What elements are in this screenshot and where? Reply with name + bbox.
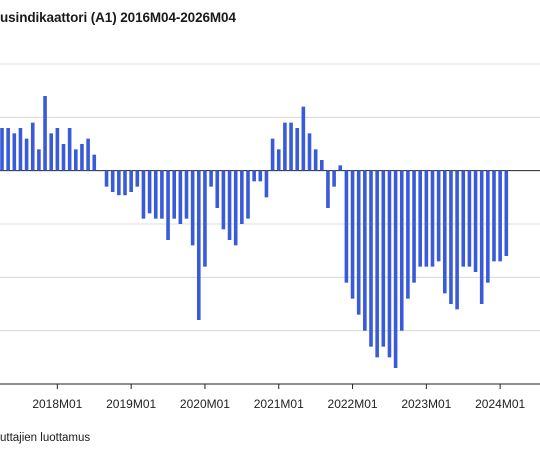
bar (356, 170, 361, 315)
bar (129, 170, 133, 192)
bar (172, 170, 176, 219)
bar (418, 170, 422, 267)
bar (399, 170, 404, 331)
bar (381, 170, 386, 347)
bar (74, 149, 78, 171)
bar (12, 133, 17, 171)
bar (492, 170, 496, 262)
bar (350, 170, 355, 299)
legend-label: uttajien luottamus (0, 432, 91, 444)
bar (467, 170, 472, 267)
bar (369, 170, 373, 347)
bar (436, 170, 441, 262)
bar (430, 170, 435, 267)
bar (43, 96, 47, 171)
bar (449, 170, 453, 304)
bar (455, 170, 459, 310)
bar (252, 170, 256, 182)
bar (135, 170, 140, 187)
bars (0, 96, 509, 368)
bar (190, 170, 195, 246)
x-tick-label: 2023M01 (401, 397, 451, 411)
x-tick-label: 2021M01 (254, 397, 304, 411)
bar (270, 138, 275, 171)
bar (412, 170, 416, 283)
bar (203, 170, 207, 267)
bar (117, 170, 121, 196)
bar (197, 170, 201, 320)
bar (215, 170, 220, 208)
bar (80, 144, 84, 171)
bar (67, 128, 72, 171)
bar (504, 170, 509, 256)
bar (387, 170, 392, 358)
bar (363, 170, 367, 331)
chart-title: usindikaattori (A1) 2016M04-2026M04 (0, 10, 236, 25)
bar (393, 170, 398, 368)
bar (110, 170, 115, 192)
bar (18, 128, 23, 171)
bar (141, 170, 146, 219)
x-tick-label: 2019M01 (106, 397, 156, 411)
bar (295, 128, 299, 171)
bar (184, 170, 189, 219)
bar (86, 138, 90, 171)
bar (479, 170, 484, 304)
bar (153, 170, 158, 219)
bar (258, 170, 263, 182)
bar (332, 170, 336, 187)
bar (209, 170, 213, 187)
bar (6, 128, 10, 171)
bar (61, 144, 66, 171)
bar (221, 170, 226, 230)
bar (498, 170, 502, 262)
bar (264, 170, 269, 198)
bar (123, 170, 127, 196)
bar (233, 170, 238, 246)
bar (473, 170, 478, 272)
x-tick-label: 2020M01 (180, 397, 230, 411)
bar (307, 133, 312, 171)
x-axis-ticks: 2018M01 2019M01 2020M01 2021M01 2022M01 2023M… (32, 384, 525, 411)
bar (443, 170, 447, 294)
bar (24, 138, 29, 171)
x-tick-label: 2024M01 (475, 397, 525, 411)
bar (283, 122, 287, 171)
bar (344, 170, 349, 283)
bar (486, 170, 490, 283)
bar (55, 128, 60, 171)
bar (240, 170, 244, 224)
bar (406, 170, 410, 299)
bar (320, 160, 324, 171)
bar (178, 170, 183, 224)
bar (246, 170, 250, 219)
bar (92, 154, 97, 171)
bar (30, 122, 35, 171)
bar (147, 170, 152, 214)
bar (0, 128, 4, 171)
bar (227, 170, 232, 240)
bar (166, 170, 170, 240)
bar (104, 170, 109, 187)
bar (326, 170, 330, 208)
bar (160, 170, 164, 219)
bar (338, 165, 343, 171)
bar (424, 170, 429, 267)
bar (313, 149, 318, 171)
bar (461, 170, 466, 267)
bar (289, 122, 293, 171)
gridlines (0, 63, 540, 385)
bar (375, 170, 379, 358)
bar (301, 106, 306, 171)
x-tick-label: 2022M01 (328, 397, 378, 411)
bar (276, 149, 281, 171)
bar (98, 170, 103, 172)
x-tick-label: 2018M01 (32, 397, 82, 411)
bar (49, 133, 53, 171)
bar (37, 149, 41, 171)
